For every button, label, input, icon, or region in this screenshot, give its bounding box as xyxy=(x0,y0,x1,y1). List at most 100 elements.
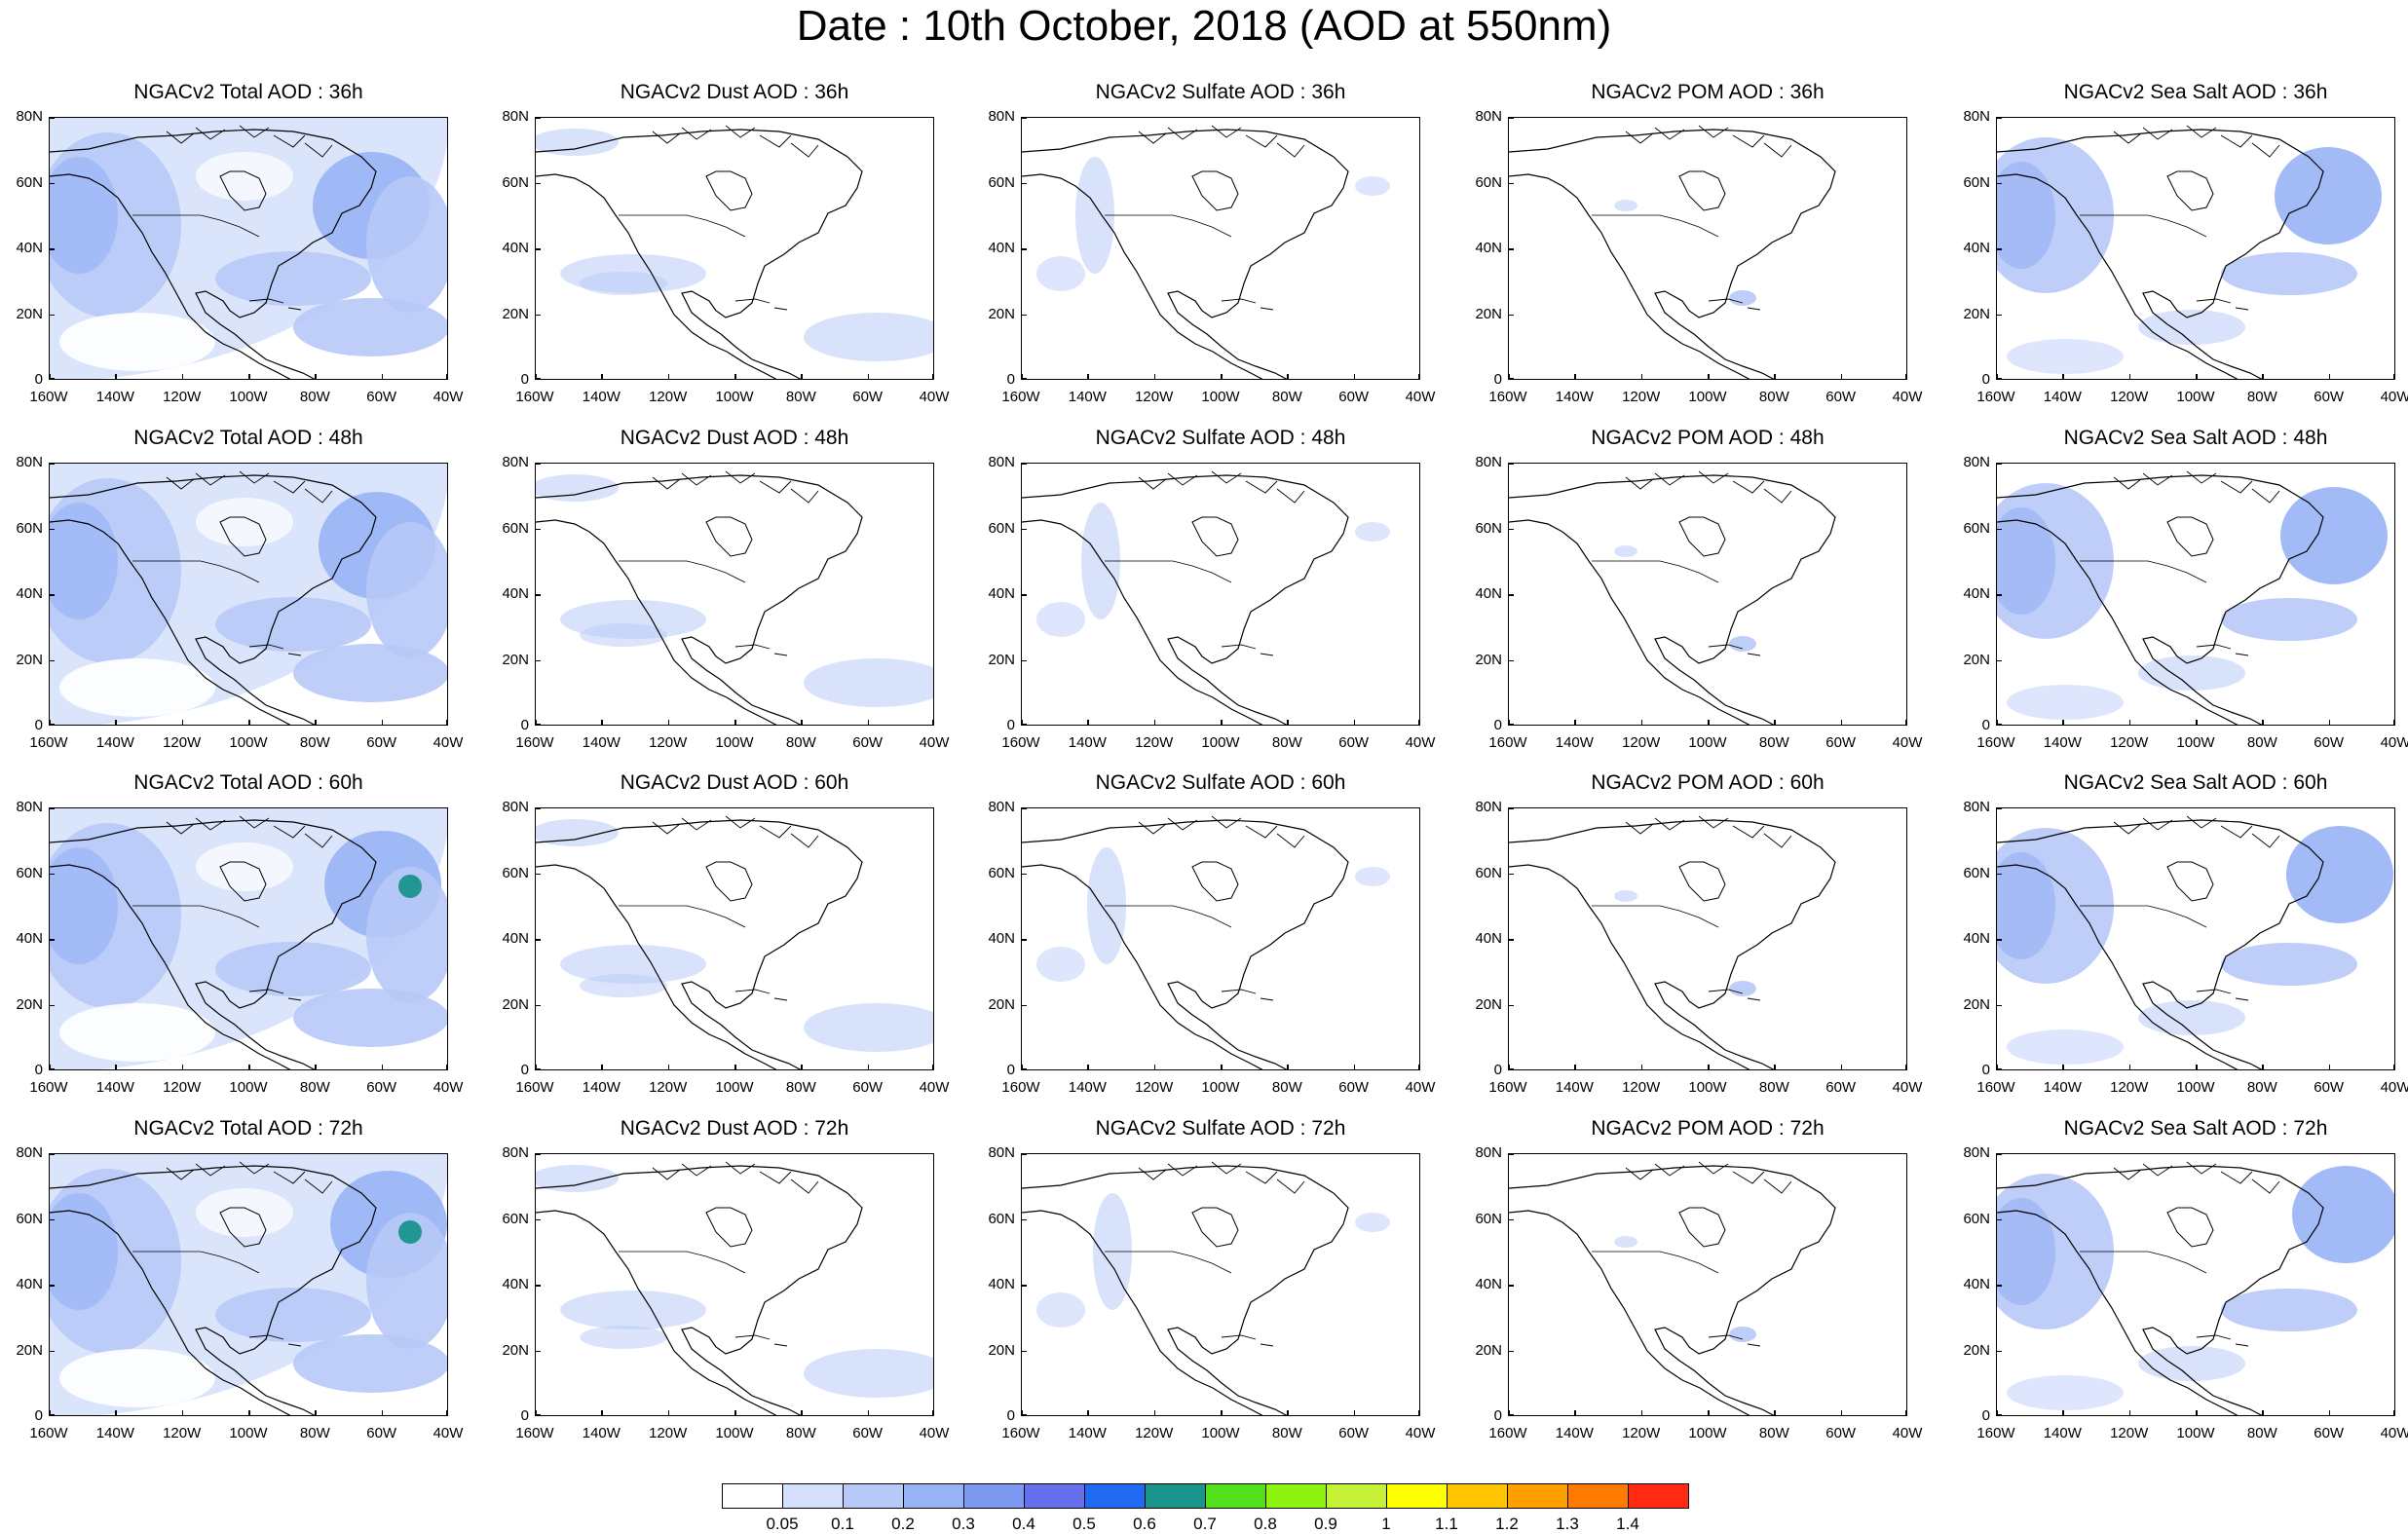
lon-tick xyxy=(1353,1065,1356,1070)
hudson-bay-outline xyxy=(2166,170,2214,211)
aod-shading xyxy=(2221,943,2357,986)
lat-label: 0 xyxy=(1493,717,1502,733)
arctic-islands xyxy=(652,1161,819,1194)
lon-label: 140W xyxy=(582,1425,621,1441)
colorbar-label: 0.6 xyxy=(1133,1515,1156,1533)
lat-tick xyxy=(1996,314,2002,316)
lon-tick xyxy=(2196,374,2198,380)
lat-tick xyxy=(1508,1350,1514,1352)
aod-shading xyxy=(1729,290,1756,306)
lon-label: 120W xyxy=(649,734,688,751)
panel-title: NGACv2 Dust AOD : 60h xyxy=(620,771,849,794)
aod-shading xyxy=(215,1288,371,1342)
aod-shading xyxy=(536,129,619,156)
lon-label: 160W xyxy=(1976,734,2015,751)
colorbar-label: 1.3 xyxy=(1556,1515,1579,1533)
lon-label: 140W xyxy=(582,734,621,751)
aod-shading xyxy=(536,474,619,502)
lon-label: 60W xyxy=(2314,1425,2345,1441)
caribbean-islands xyxy=(1221,989,1274,1001)
lat-label: 60N xyxy=(1963,864,1990,881)
lon-tick xyxy=(2393,720,2395,726)
lat-label: 20N xyxy=(1475,1341,1502,1359)
lon-tick xyxy=(1287,1065,1289,1070)
colorbar-label: 1.1 xyxy=(1435,1515,1458,1533)
lat-label: 40N xyxy=(988,585,1015,602)
lon-tick xyxy=(601,720,603,726)
hudson-bay-outline xyxy=(219,170,267,211)
hudson-bay-outline xyxy=(1191,170,1239,211)
lon-tick xyxy=(1221,720,1223,726)
lon-label: 140W xyxy=(2043,389,2082,405)
lat-tick xyxy=(535,939,541,941)
colorbar-label: 0.3 xyxy=(952,1515,975,1533)
caribbean-islands xyxy=(734,1334,788,1347)
lon-label: 120W xyxy=(1135,734,1174,751)
lon-label: 60W xyxy=(852,389,884,405)
country-border xyxy=(1592,214,1719,238)
lat-tick xyxy=(1508,659,1514,661)
lon-tick xyxy=(867,720,870,726)
aod-shading xyxy=(293,644,447,702)
lon-tick xyxy=(1640,1410,1643,1416)
lon-label: 160W xyxy=(515,1425,554,1441)
lon-label: 60W xyxy=(1338,1425,1370,1441)
lon-label: 40W xyxy=(433,734,464,751)
lat-label: 40N xyxy=(988,240,1015,256)
aod-shading xyxy=(804,1003,933,1052)
lat-tick xyxy=(49,248,55,250)
lon-label: 100W xyxy=(715,389,754,405)
country-border xyxy=(1105,1251,1232,1274)
lat-tick xyxy=(1508,182,1514,184)
lon-label: 160W xyxy=(1976,389,2015,405)
lon-tick xyxy=(181,720,184,726)
lon-tick xyxy=(1418,374,1420,380)
hudson-bay-outline xyxy=(219,516,267,557)
aod-shading xyxy=(804,658,933,707)
panel-title: NGACv2 Sea Salt AOD : 48h xyxy=(2063,427,2328,449)
lon-tick xyxy=(1640,1065,1643,1070)
coastline xyxy=(50,474,377,725)
aod-shading xyxy=(196,152,293,201)
country-border xyxy=(1105,560,1232,583)
lat-tick xyxy=(535,378,541,380)
lat-label: 20N xyxy=(988,305,1015,322)
lat-tick xyxy=(535,1004,541,1006)
lat-tick xyxy=(535,463,541,465)
lon-tick xyxy=(601,1065,603,1070)
aod-shading xyxy=(1036,1292,1085,1328)
lon-label: 140W xyxy=(1555,734,1594,751)
lon-tick xyxy=(248,720,250,726)
lon-label: 140W xyxy=(95,389,134,405)
colorbar-swatch xyxy=(963,1483,1025,1509)
aod-shading xyxy=(293,1334,447,1393)
lon-tick xyxy=(446,1410,448,1416)
lat-tick xyxy=(535,873,541,875)
lon-tick xyxy=(446,374,448,380)
colorbar-label: 0.5 xyxy=(1072,1515,1096,1533)
hudson-bay-outline xyxy=(705,516,753,557)
aod-shading xyxy=(1355,522,1390,542)
lon-label: 80W xyxy=(1758,389,1789,405)
lat-label: 0 xyxy=(1981,1062,1990,1078)
aod-shading xyxy=(1036,256,1085,291)
aod-shading xyxy=(1997,852,2055,959)
lat-tick xyxy=(535,594,541,596)
lat-tick xyxy=(1508,314,1514,316)
lon-tick xyxy=(2062,1065,2064,1070)
lat-label: 20N xyxy=(1475,651,1502,668)
lat-label: 80N xyxy=(16,799,43,815)
lat-label: 20N xyxy=(1963,995,1990,1013)
lon-tick xyxy=(867,374,870,380)
lon-tick xyxy=(667,720,670,726)
lat-label: 20N xyxy=(988,1341,1015,1359)
lat-tick xyxy=(49,463,55,465)
colorbar-swatch xyxy=(1507,1483,1568,1509)
lon-tick xyxy=(1905,374,1907,380)
lon-tick xyxy=(867,1410,870,1416)
colorbar-swatch xyxy=(903,1483,964,1509)
lon-tick xyxy=(49,720,51,726)
coastline xyxy=(1509,129,1836,379)
coastline xyxy=(50,819,377,1069)
aod-field-map xyxy=(536,1161,933,1415)
